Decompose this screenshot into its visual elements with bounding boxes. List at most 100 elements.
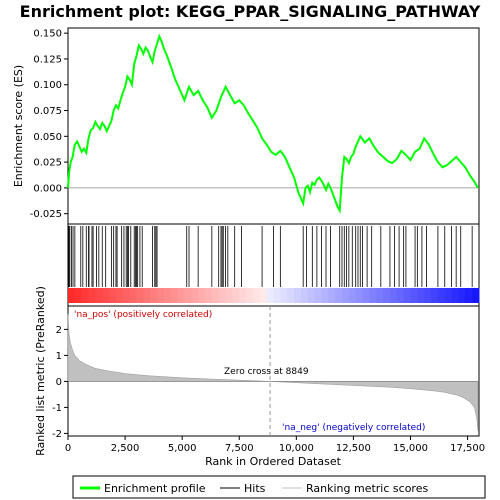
color-bar-segment [355, 288, 364, 303]
color-bar-segment [205, 288, 213, 303]
color-bar-segment [273, 288, 281, 303]
ranking-metric-fill [67, 313, 479, 431]
rank-ylabel: Ranked list metric (PreRanked) [34, 286, 47, 456]
rank-ytick-label: -2 [52, 429, 62, 440]
xtick-label: 2,500 [111, 443, 140, 454]
rank-ytick-label: 2 [56, 325, 62, 336]
legend-profile-label: Enrichment profile [104, 482, 206, 495]
xtick-label: 0 [65, 443, 71, 454]
hits-marks [68, 226, 473, 287]
legend-metric-label: Ranking metric scores [306, 482, 428, 495]
color-bar-segment [472, 288, 480, 303]
color-bar-segment [314, 288, 322, 303]
color-bar-segment [150, 288, 158, 303]
color-bar-segment [280, 288, 288, 303]
color-bar-segment [362, 288, 370, 303]
es-ytick-label: 0.100 [33, 80, 62, 91]
color-bar-segment [191, 288, 199, 303]
color-bar-segment [417, 288, 425, 303]
color-bar-segment [143, 288, 151, 303]
color-bar-segment [342, 288, 350, 303]
color-bar-segment [157, 288, 165, 303]
color-bar-segment [239, 288, 247, 303]
color-bar-segment [437, 288, 446, 303]
color-bar-segment [218, 288, 227, 303]
color-bar-segment [410, 288, 418, 303]
es-y-axis: -0.025 0.000 0.025 0.050 0.075 0.100 0.125 0.15… [30, 29, 68, 220]
color-bar-segment [266, 288, 274, 303]
xtick-label: 10,000 [279, 443, 314, 454]
color-bar-segment [396, 288, 405, 303]
color-bar-segment [431, 288, 439, 303]
color-bar-segment [376, 288, 384, 303]
color-bar-segment [259, 288, 268, 303]
rank-color-bar [68, 288, 480, 303]
es-ytick-label: 0.075 [33, 106, 62, 117]
xtick-label: 15,000 [393, 443, 428, 454]
color-bar-segment [95, 288, 103, 303]
enrichment-profile-line [67, 33, 479, 215]
color-bar-segment [170, 288, 179, 303]
color-bar-segment [424, 288, 432, 303]
color-bar-segment [232, 288, 240, 303]
negative-correlated-label: 'na_neg' (negatively correlated) [282, 423, 425, 433]
ranking-metric-area [67, 306, 479, 436]
es-ytick-label: 0.050 [33, 132, 62, 143]
xtick-label: 7,500 [225, 443, 254, 454]
color-bar-segment [451, 288, 459, 303]
chart-title: Enrichment plot: KEGG_PPAR_SIGNALING_PAT… [20, 2, 481, 21]
xtick-label: 17,500 [450, 443, 485, 454]
legend-box [72, 475, 486, 499]
es-ytick-label: 0.150 [33, 29, 62, 40]
color-bar-segment [321, 288, 329, 303]
color-bar-segment [389, 288, 398, 303]
color-bar-segment [348, 288, 357, 303]
rank-ytick-label: -1 [52, 403, 62, 414]
x-axis: 0 2,500 5,000 7,500 10,000 12,500 15,000 17,500 [65, 436, 485, 454]
color-bar-segment [252, 288, 261, 303]
zero-cross-label: Zero cross at 8849 [224, 367, 309, 377]
color-bar-segment [88, 288, 96, 303]
color-bar-segment [211, 288, 220, 303]
color-bar-segment [294, 288, 302, 303]
color-bar-segment [328, 288, 336, 303]
color-bar-segment [115, 288, 124, 303]
color-bar-segment [129, 288, 137, 303]
es-ylabel: Enrichment score (ES) [12, 65, 25, 187]
color-bar-segment [74, 288, 83, 303]
rank-ytick-label: 1 [56, 351, 62, 362]
color-bar-segment [177, 288, 185, 303]
rank-y-axis: -2 -1 0 1 2 [52, 325, 68, 440]
color-bar-segment [458, 288, 466, 303]
x-axis-label: Rank in Ordered Dataset [205, 455, 342, 468]
es-ytick-label: 0.025 [33, 158, 62, 169]
legend-hits-label: Hits [244, 482, 266, 495]
enrichment-profile-path [67, 33, 479, 215]
xtick-label: 12,500 [336, 443, 371, 454]
rank-ytick-label: 0 [56, 377, 62, 388]
color-bar-segment [335, 288, 343, 303]
color-bar-segment [81, 288, 90, 303]
color-bar-segment [369, 288, 377, 303]
es-ytick-label: -0.025 [30, 209, 62, 220]
legend: Enrichment profile Hits Ranking metric s… [72, 475, 486, 499]
es-ytick-label: 0.000 [33, 183, 62, 194]
color-bar-segment [163, 288, 172, 303]
color-bar-segment [465, 288, 473, 303]
color-bar-segment [102, 288, 110, 303]
color-bar-segment [109, 288, 117, 303]
color-bar-segment [136, 288, 144, 303]
color-bar-segment [383, 288, 391, 303]
color-bar-segment [68, 288, 76, 303]
color-bar-segment [184, 288, 192, 303]
color-bar-segment [444, 288, 453, 303]
xtick-label: 5,000 [168, 443, 197, 454]
color-bar-segment [225, 288, 233, 303]
color-bar-segment [122, 288, 131, 303]
positive-correlated-label: 'na_pos' (positively correlated) [74, 310, 212, 320]
color-bar-segment [300, 288, 309, 303]
color-bar-segment [246, 288, 254, 303]
es-ytick-label: 0.125 [33, 54, 62, 65]
color-bar-segment [287, 288, 295, 303]
